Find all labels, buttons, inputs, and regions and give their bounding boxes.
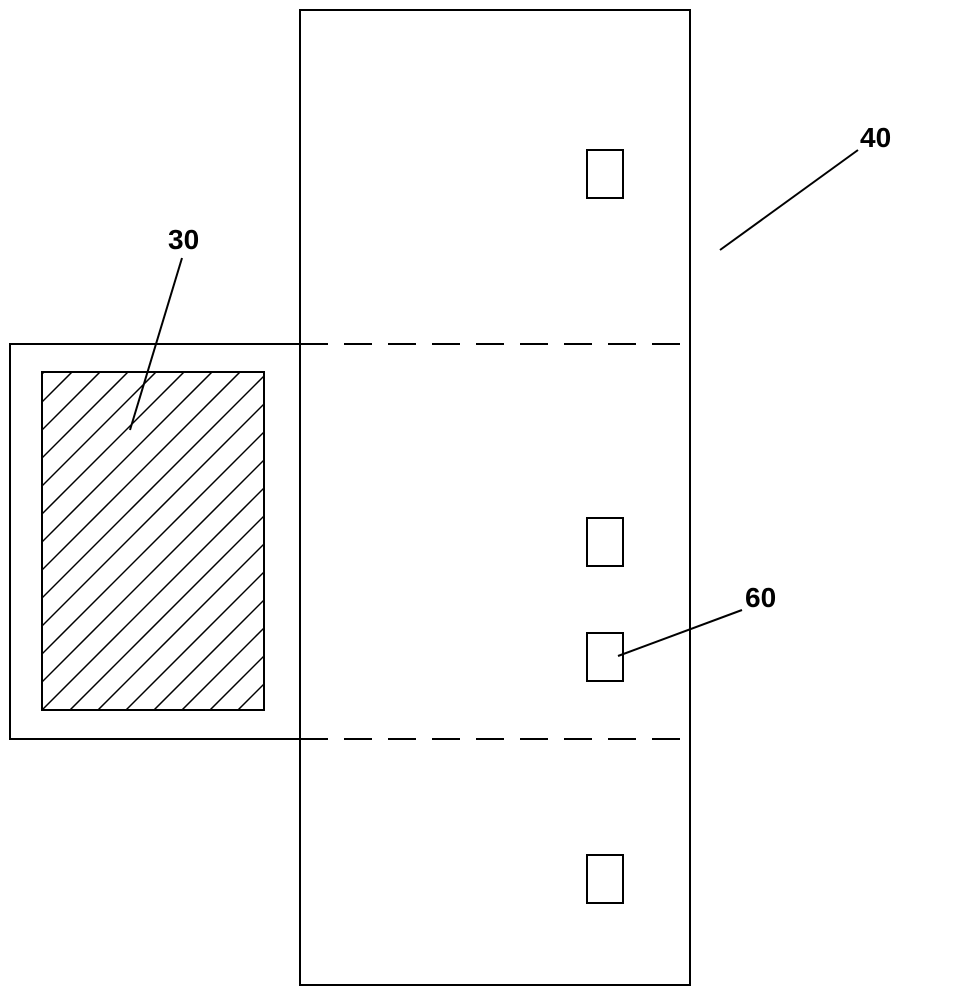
small-rect-60 <box>587 150 623 198</box>
hatched-group-30 <box>0 0 314 1000</box>
leader-60 <box>618 610 742 656</box>
label-30: 30 <box>168 224 199 256</box>
small-rect-60 <box>587 518 623 566</box>
label-40: 40 <box>860 122 891 154</box>
hatched-rect-bg <box>42 372 264 710</box>
small-rect-60 <box>587 633 623 681</box>
leader-40 <box>720 150 858 250</box>
small-rect-60 <box>587 855 623 903</box>
diagram-canvas <box>0 0 976 1000</box>
tall-rect-40 <box>300 10 690 985</box>
small-rect-group-60 <box>587 150 623 903</box>
label-60: 60 <box>745 582 776 614</box>
